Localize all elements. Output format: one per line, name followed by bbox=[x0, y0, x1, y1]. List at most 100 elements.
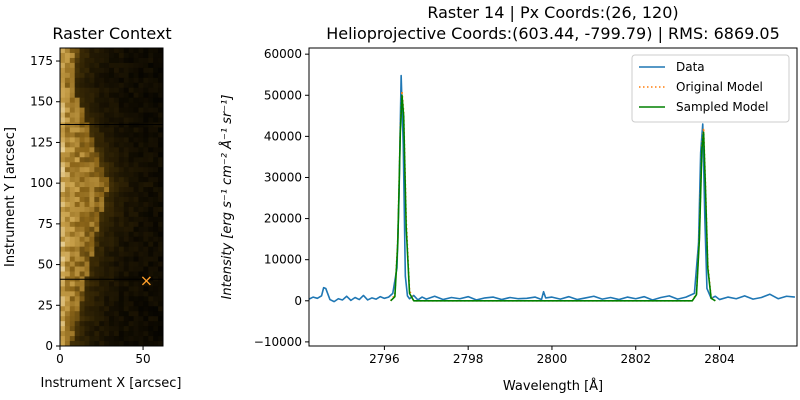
heatmap-cell bbox=[79, 137, 86, 143]
heatmap-cell bbox=[118, 112, 125, 119]
heatmap-cell bbox=[109, 57, 115, 64]
heatmap-cell bbox=[128, 102, 135, 109]
heatmap-cell bbox=[143, 162, 149, 168]
heatmap-cell bbox=[148, 296, 154, 302]
heatmap-cell bbox=[118, 172, 125, 178]
heatmap-cell bbox=[74, 291, 81, 297]
heatmap-cell bbox=[138, 137, 144, 143]
heatmap-cell bbox=[104, 77, 110, 84]
heatmap-cell bbox=[89, 67, 95, 74]
heatmap-cell bbox=[79, 311, 86, 317]
heatmap-cell bbox=[133, 306, 140, 312]
heatmap-cell bbox=[153, 67, 159, 74]
heatmap-cell bbox=[133, 177, 140, 183]
heatmap-cell bbox=[128, 92, 135, 99]
heatmap-cell bbox=[123, 306, 130, 312]
heatmap-cell bbox=[133, 82, 140, 89]
heatmap-cell bbox=[60, 316, 66, 322]
heatmap-cell bbox=[128, 162, 135, 168]
heatmap-cell bbox=[64, 211, 71, 218]
heatmap-cell bbox=[143, 206, 149, 213]
y-tick-label: 0 bbox=[45, 339, 53, 353]
heatmap-cell bbox=[64, 137, 71, 143]
y-tick-label: 100 bbox=[30, 176, 53, 190]
heatmap-cell bbox=[79, 211, 86, 218]
heatmap-cell bbox=[79, 152, 86, 158]
heatmap-cell bbox=[69, 321, 76, 327]
heatmap-cell bbox=[84, 306, 91, 312]
heatmap-cell bbox=[89, 236, 95, 243]
heatmap-cell bbox=[133, 182, 140, 188]
heatmap-cell bbox=[104, 102, 110, 109]
heatmap-cell bbox=[79, 67, 86, 74]
heatmap-cell bbox=[123, 336, 130, 342]
heatmap-cell bbox=[84, 201, 91, 208]
heatmap-cell bbox=[60, 137, 66, 143]
heatmap-cell bbox=[118, 62, 125, 69]
legend-label: Sampled Model bbox=[676, 100, 768, 114]
heatmap-cell bbox=[143, 192, 149, 198]
heatmap-cell bbox=[109, 256, 115, 263]
heatmap-cell bbox=[89, 152, 95, 158]
heatmap-cell bbox=[60, 102, 66, 109]
heatmap-cell bbox=[138, 291, 144, 297]
heatmap-cell bbox=[89, 271, 95, 278]
heatmap-cell bbox=[74, 266, 81, 273]
heatmap-cell bbox=[143, 157, 149, 163]
heatmap-cell bbox=[99, 57, 105, 64]
heatmap-cell bbox=[123, 266, 130, 273]
heatmap-cell bbox=[109, 261, 115, 268]
heatmap-cell bbox=[109, 211, 115, 218]
heatmap-cell bbox=[99, 311, 105, 317]
heatmap-cell bbox=[118, 102, 125, 109]
heatmap-cell bbox=[123, 147, 130, 153]
heatmap-cell bbox=[60, 261, 66, 268]
heatmap-cell bbox=[99, 187, 105, 193]
heatmap-cell bbox=[148, 72, 154, 79]
heatmap-cell bbox=[64, 122, 71, 129]
heatmap-cell bbox=[104, 62, 110, 69]
heatmap-cell bbox=[60, 216, 66, 223]
heatmap-cell bbox=[79, 336, 86, 342]
heatmap-cell bbox=[109, 301, 115, 307]
heatmap-cell bbox=[94, 147, 100, 153]
heatmap-cell bbox=[153, 336, 159, 342]
heatmap-cell bbox=[89, 216, 95, 223]
heatmap-cell bbox=[69, 256, 76, 263]
heatmap-cell bbox=[153, 301, 159, 307]
heatmap-cell bbox=[128, 326, 135, 332]
heatmap-cell bbox=[138, 48, 144, 54]
heatmap-cell bbox=[148, 62, 154, 69]
heatmap-cell bbox=[99, 321, 105, 327]
heatmap-cell bbox=[138, 266, 144, 273]
heatmap-cell bbox=[138, 122, 144, 129]
heatmap-cell bbox=[128, 221, 135, 228]
heatmap-cell bbox=[89, 301, 95, 307]
heatmap-cell bbox=[79, 256, 86, 263]
heatmap-cell bbox=[138, 172, 144, 178]
heatmap-cell bbox=[133, 336, 140, 342]
heatmap-cell bbox=[104, 142, 110, 148]
heatmap-cell bbox=[113, 122, 120, 129]
heatmap-cell bbox=[60, 206, 66, 213]
heatmap-cell bbox=[123, 221, 130, 228]
heatmap-cell bbox=[148, 142, 154, 148]
heatmap-cell bbox=[64, 172, 71, 178]
heatmap-cell bbox=[69, 206, 76, 213]
heatmap-cell bbox=[94, 157, 100, 163]
heatmap-cell bbox=[123, 251, 130, 258]
heatmap-cell bbox=[109, 341, 115, 346]
legend-box bbox=[631, 54, 790, 123]
heatmap-cell bbox=[104, 261, 110, 268]
heatmap-cell bbox=[84, 122, 91, 129]
heatmap-cell bbox=[113, 266, 120, 273]
raster-overlay bbox=[60, 124, 163, 286]
heatmap-cell bbox=[104, 122, 110, 129]
heatmap-cell bbox=[153, 157, 159, 163]
heatmap-cell bbox=[94, 336, 100, 342]
heatmap-cell bbox=[89, 226, 95, 233]
heatmap-cell bbox=[89, 246, 95, 253]
heatmap-cell bbox=[94, 48, 100, 54]
heatmap-cell bbox=[109, 72, 115, 79]
heatmap-cell bbox=[158, 316, 163, 322]
